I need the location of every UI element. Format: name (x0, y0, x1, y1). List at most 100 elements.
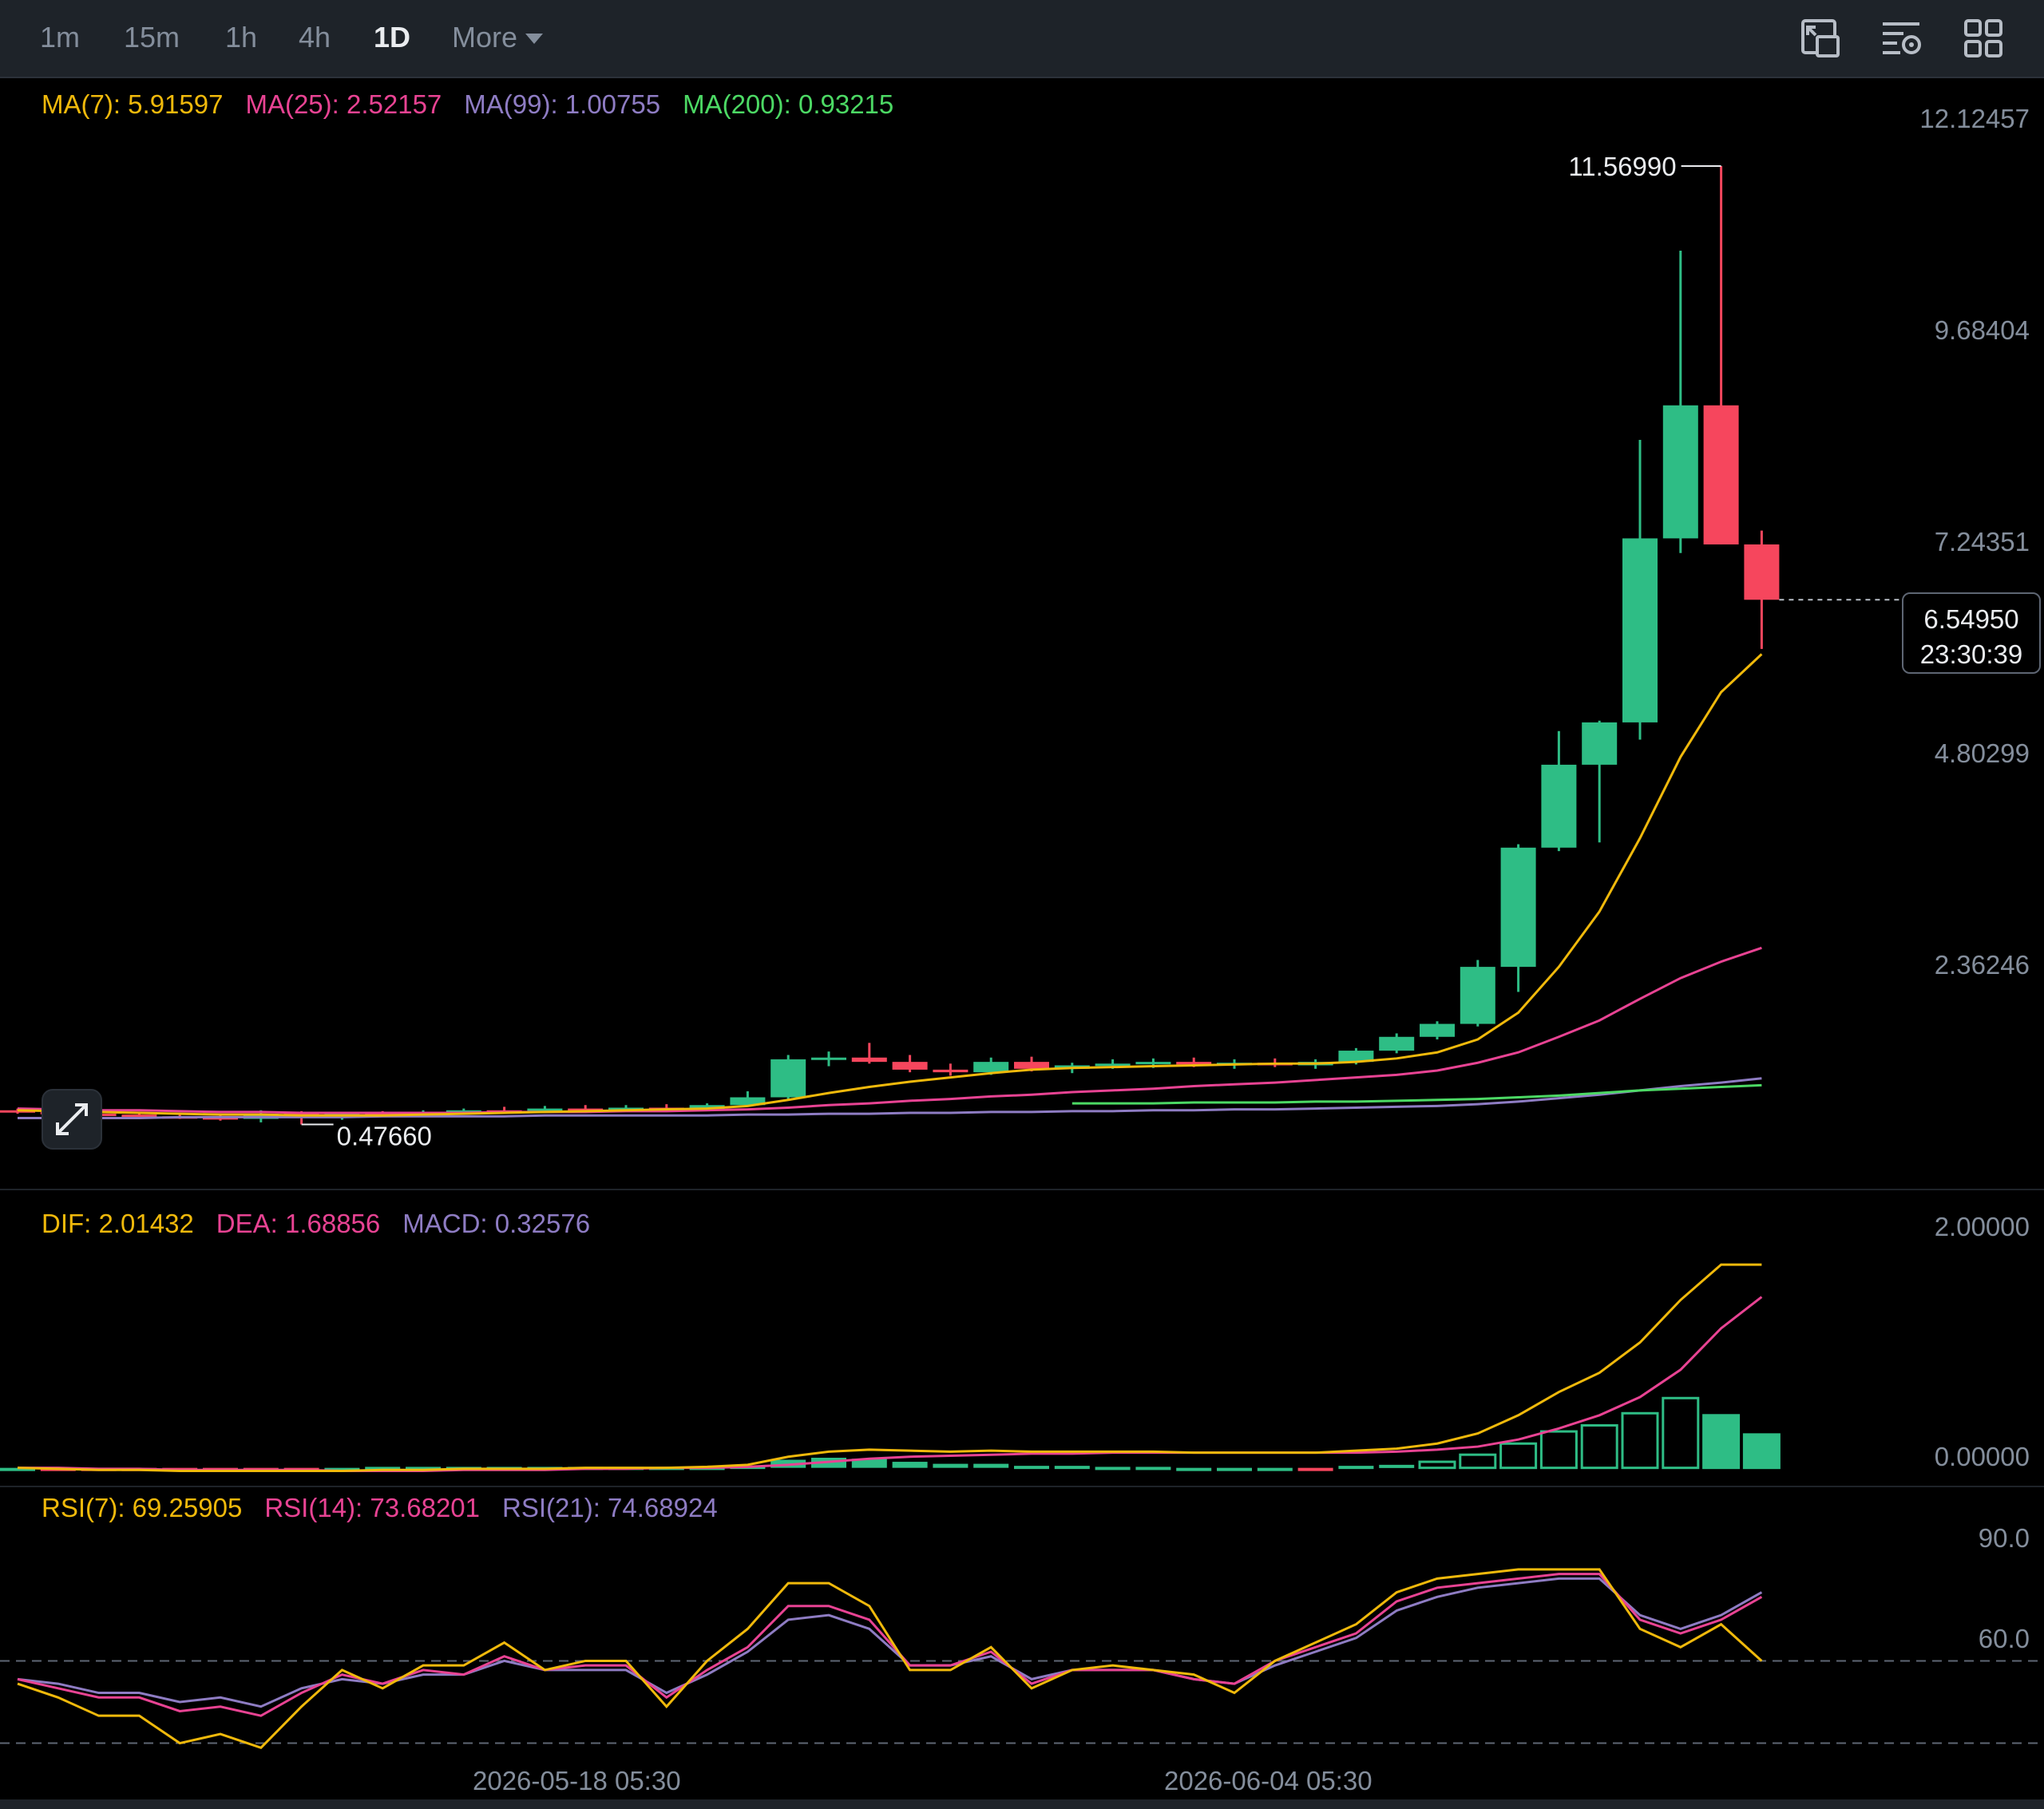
macd-bar (1054, 1466, 1090, 1470)
macd-axis-label: 0.00000 (1934, 1442, 2030, 1471)
macd-bar (1014, 1466, 1049, 1470)
macd-bar (1621, 1411, 1659, 1470)
dif-line (17, 1263, 1762, 1472)
macd-bar (1379, 1464, 1415, 1468)
candle-body (689, 1105, 725, 1110)
ma99-line (18, 1077, 1762, 1119)
candle-body (1420, 1023, 1455, 1037)
macd-bar (1702, 1414, 1741, 1470)
rsi-axis-label: 60.0 (1978, 1624, 2030, 1653)
tab-1d[interactable]: 1D (374, 21, 411, 53)
macd-axis-label: 2.00000 (1934, 1212, 2030, 1241)
rsi-legend: RSI(7): 69.25905 RSI(14): 73.68201 RSI(21)… (42, 1493, 740, 1523)
macd-bar (1338, 1466, 1374, 1470)
macd-bar (1499, 1442, 1538, 1470)
ma99-value: MA(99): 1.00755 (464, 89, 661, 119)
price-axis-label: 2.36246 (1934, 950, 2030, 980)
tab-4h[interactable]: 4h (299, 21, 331, 53)
low-price-label: 0.47660 (337, 1121, 432, 1150)
expand-chart-button[interactable] (42, 1089, 102, 1150)
candle-body (527, 1108, 563, 1111)
candle-body (1662, 405, 1698, 539)
candle-body (1095, 1063, 1131, 1067)
layout-grid-icon[interactable] (1961, 16, 2006, 61)
macd-bar (1257, 1467, 1293, 1471)
candle-body (1014, 1062, 1049, 1069)
ma25-value: MA(25): 2.52157 (245, 89, 442, 119)
expand-arrows-icon (56, 1103, 88, 1135)
price-axis-label: 4.80299 (1934, 738, 2030, 768)
candle-body (568, 1108, 604, 1111)
ma200-value: MA(200): 0.93215 (683, 89, 894, 119)
tab-15m[interactable]: 15m (124, 21, 180, 53)
toolbar-divider (0, 77, 2044, 78)
candle-body (892, 1062, 928, 1070)
rsi-axis-label: 90.0 (1978, 1523, 2030, 1553)
ma7-value: MA(7): 5.91597 (42, 89, 224, 119)
macd-bar (892, 1462, 928, 1468)
rsi7-line (17, 1568, 1763, 1749)
bottom-scrollbar[interactable] (0, 1799, 2044, 1809)
candle-body (811, 1057, 846, 1060)
macd-bar (0, 1467, 35, 1471)
tab-1m[interactable]: 1m (40, 21, 81, 53)
macd-bar (1297, 1467, 1333, 1471)
rsi21-line (17, 1577, 1763, 1708)
macd-bar (324, 1467, 360, 1471)
ma25-line (17, 946, 1762, 1114)
more-dropdown[interactable]: More (452, 18, 544, 57)
dea-value: DEA: 1.68856 (216, 1209, 381, 1238)
macd-bar (1459, 1453, 1497, 1470)
price-axis-label: 12.12457 (1919, 104, 2030, 133)
candle-body (1622, 538, 1658, 722)
macd-bar (973, 1463, 1009, 1468)
candle-body (933, 1069, 969, 1073)
candle-body (770, 1059, 806, 1098)
dif-value: DIF: 2.01432 (42, 1209, 194, 1238)
current-price-tag: 6.54950 23:30:39 (1902, 592, 2041, 674)
candle-body (851, 1057, 887, 1063)
rsi14-value: RSI(14): 73.68201 (264, 1493, 480, 1522)
macd-bar (933, 1463, 969, 1468)
candle-countdown: 23:30:39 (1919, 639, 2023, 669)
macd-bar (1539, 1430, 1578, 1470)
candle-body (1582, 722, 1618, 765)
macd-bar (1095, 1467, 1131, 1471)
candle-body (1379, 1036, 1415, 1051)
candle-body (446, 1110, 481, 1113)
macd-bar (1176, 1467, 1212, 1471)
tab-1h[interactable]: 1h (225, 21, 258, 53)
rsi7-value: RSI(7): 69.25905 (42, 1493, 243, 1522)
macd-bar (1418, 1460, 1456, 1470)
current-price: 6.54950 (1923, 604, 2019, 634)
ma7-line (17, 653, 1763, 1117)
ma200-line (1072, 1083, 1762, 1105)
macd-bar (1580, 1423, 1618, 1470)
macd-bar (851, 1459, 887, 1468)
candle-body (1176, 1062, 1212, 1065)
macd-bar (1217, 1467, 1252, 1471)
rsi21-value: RSI(21): 74.68924 (502, 1493, 718, 1522)
ma-legend: MA(7): 5.91597 MA(25): 2.52157 MA(99): 1.0… (42, 89, 916, 120)
candle-body (1744, 544, 1780, 600)
candle-body (973, 1062, 1009, 1073)
price-axis-label: 9.68404 (1934, 315, 2030, 345)
indicator-settings-icon[interactable] (1880, 16, 1924, 61)
timeframe-toolbar: 1m 15m 1h 4h 1D More (0, 0, 2044, 77)
chart-settings-icon[interactable] (1798, 16, 1843, 61)
macd-legend: DIF: 2.01432 DEA: 1.68856 MACD: 0.32576 (42, 1209, 612, 1239)
more-label: More (452, 21, 518, 53)
x-axis-label: 2026-06-04 05:30 (1164, 1766, 1373, 1795)
candle-body (1500, 847, 1536, 968)
high-price-label: 11.56990 (1568, 152, 1676, 181)
candle-body (121, 1114, 157, 1118)
candle-body (730, 1097, 766, 1106)
candle-body (1135, 1062, 1171, 1065)
macd-bar (406, 1467, 441, 1471)
candle-body (1338, 1051, 1374, 1063)
macd-bar (1742, 1433, 1781, 1470)
macd-bar (1662, 1396, 1700, 1470)
x-axis-label: 2026-05-18 05:30 (473, 1766, 681, 1795)
candle-body (1541, 764, 1577, 848)
